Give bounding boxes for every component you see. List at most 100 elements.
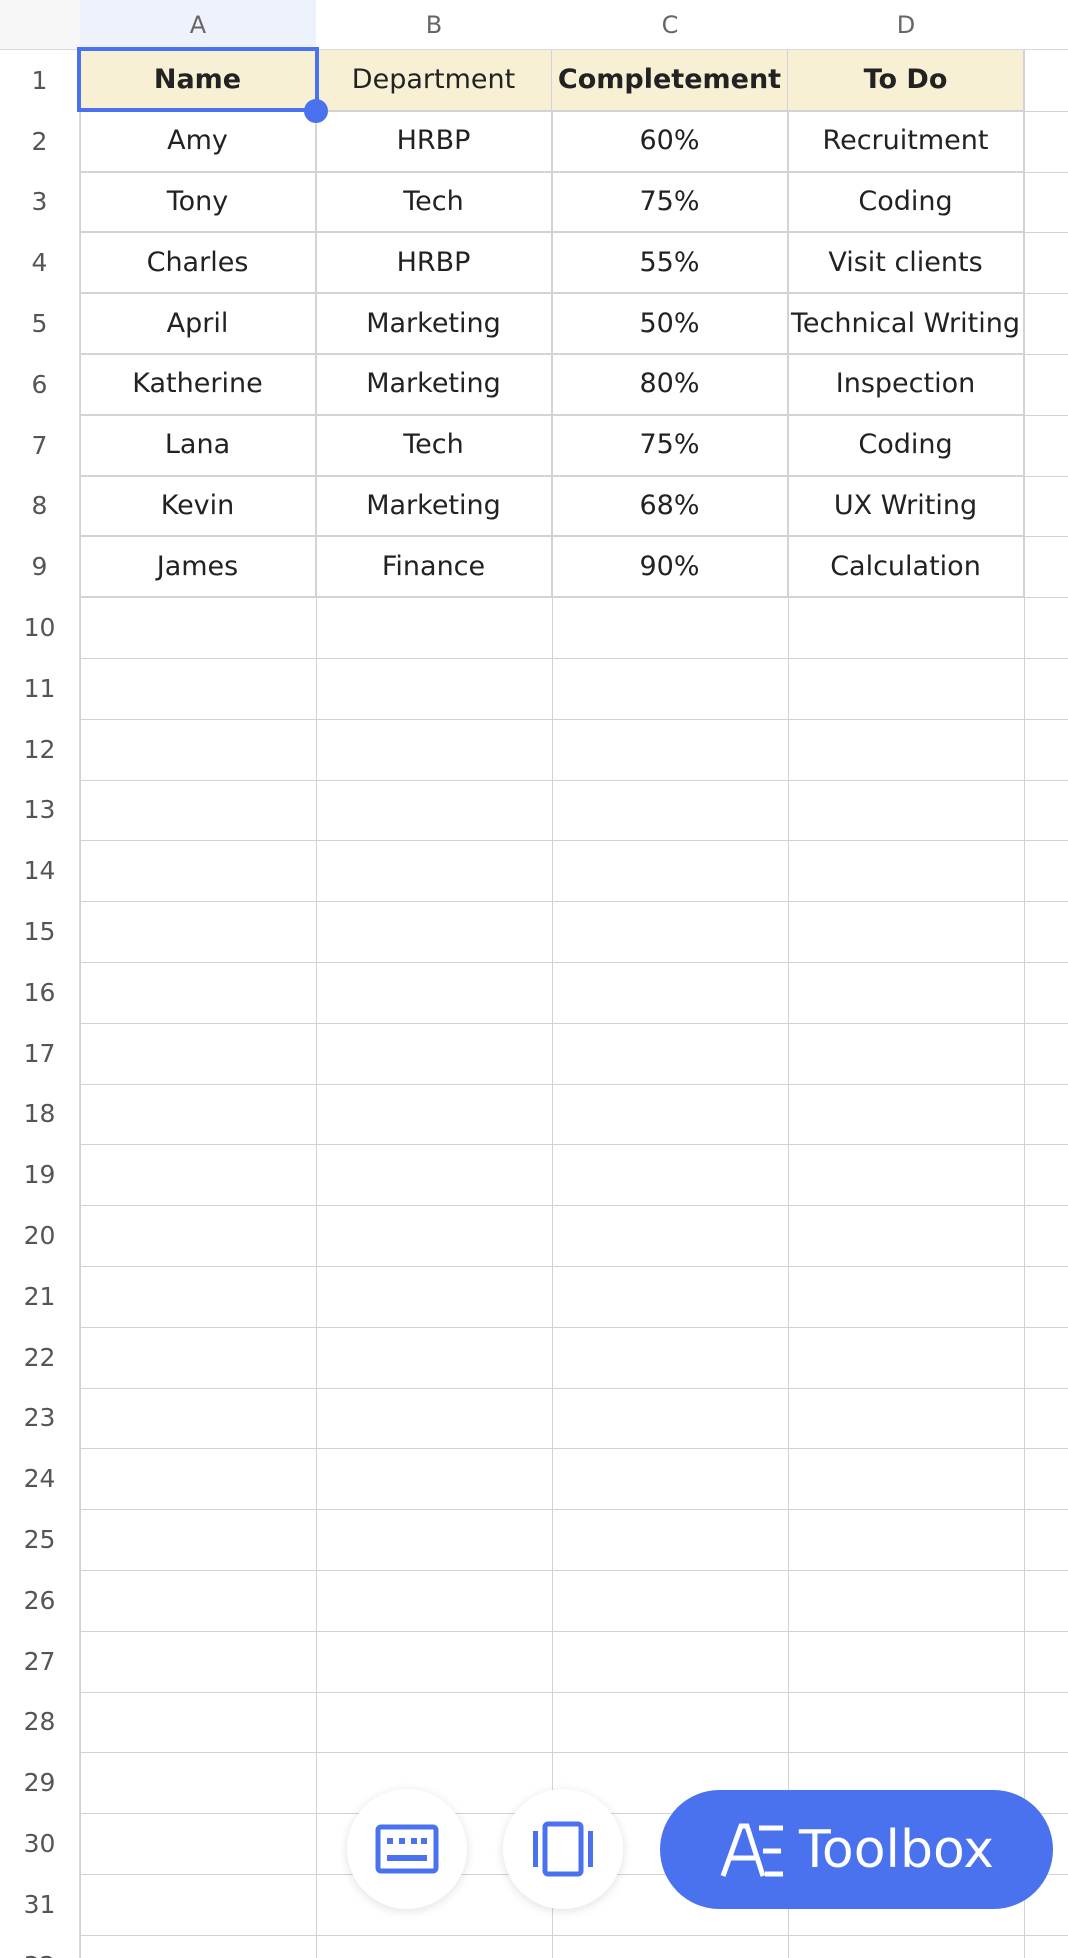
grid-line [80,840,1068,842]
cell: Tech [316,414,552,476]
row-number: 16 [0,962,80,1023]
grid-line [80,1509,1068,1511]
row-number: 12 [0,718,80,780]
cell: Marketing [316,475,552,537]
row-number: 18 [0,1083,80,1145]
row-number: 2 [0,110,80,172]
grid-line [552,50,553,1958]
grid-line [80,901,1068,903]
grid-line [80,1387,1068,1389]
column-header: A [80,0,316,50]
row-number: 29 [0,1752,80,1814]
grid-line [80,354,1068,355]
row-number: 5 [0,293,80,354]
cell: 80% [552,354,788,415]
cell: Coding [788,171,1024,233]
grid-line [80,475,1068,477]
grid-line [80,1326,1068,1328]
cell: 75% [552,171,788,233]
row-number: 23 [0,1387,80,1449]
cell: Kevin [80,475,316,537]
toolbox-icon [720,1823,783,1877]
grid-line [80,414,1068,416]
cell: Charles [80,232,316,294]
grid-line [80,1266,1068,1267]
column-header: C [552,0,788,50]
cell: Calculation [788,536,1024,598]
cell: HRBP [316,232,552,294]
cell: Lana [80,414,316,476]
grid-line [80,718,1068,720]
row-number: 8 [0,475,80,537]
grid-line [80,1022,1068,1024]
cell: Technical Writing [788,293,1024,354]
cell: Tech [316,171,552,233]
header-cell: To Do [788,50,1024,111]
cell: 60% [552,110,788,172]
row-number: 26 [0,1570,80,1631]
grid-line [80,1144,1068,1146]
grid-line [80,1630,1068,1632]
cell: 68% [552,475,788,537]
grid-line [80,293,1068,295]
grid-line [80,1752,1068,1754]
row-number: 17 [0,1022,80,1084]
cell: Visit clients [788,232,1024,294]
cell: 55% [552,232,788,294]
grid-line [80,1083,1068,1085]
grid-line [80,1934,1068,1936]
corner [0,0,80,50]
cell: James [80,536,316,598]
cell: Amy [80,110,316,172]
grid-line [80,1205,1068,1207]
cell: Recruitment [788,110,1024,172]
frame-button[interactable] [503,1789,623,1909]
grid-line [80,1691,1068,1693]
row-number: 21 [0,1266,80,1327]
row-number: 3 [0,171,80,233]
cell: April [80,293,316,354]
row-number: 24 [0,1448,80,1510]
row-number: 4 [0,232,80,294]
cell: HRBP [316,110,552,172]
grid-line [316,50,317,1958]
row-number: 15 [0,901,80,962]
cell: Katherine [80,354,316,415]
row-number: 25 [0,1509,80,1570]
header-cell: Completement [552,50,788,111]
column-header: B [316,0,552,50]
cell: Tony [80,171,316,233]
cell: Inspection [788,354,1024,415]
cell: 75% [552,414,788,476]
row-number: 7 [0,414,80,476]
cell: Coding [788,414,1024,476]
selection-handle [304,98,328,123]
grid-line [80,779,1068,781]
row-number: 22 [0,1326,80,1388]
selection [77,47,319,112]
row-number: 6 [0,354,80,415]
row-number: 11 [0,658,80,719]
toolbox-button[interactable]: Toolbox [660,1790,1053,1909]
cell: Marketing [316,293,552,354]
grid-line [80,1448,1068,1450]
grid-line [80,50,81,1958]
header-cell: Department [316,50,552,111]
row-number: 19 [0,1144,80,1206]
grid-line [80,110,1068,112]
header-cell: Name [80,50,316,111]
grid-line [80,597,1068,599]
column-header: D [788,0,1024,50]
row-number: 31 [0,1874,80,1935]
row-number: 1 [0,50,80,111]
cell: UX Writing [788,475,1024,537]
grid-line [80,962,1068,963]
grid-line [80,171,1068,173]
row-number: 28 [0,1691,80,1753]
keyboard-button[interactable] [347,1789,467,1909]
toolbox-label[interactable]: Toolbox [799,1819,994,1880]
grid-line [80,658,1068,659]
cell: Finance [316,536,552,598]
row-number: 9 [0,536,80,598]
